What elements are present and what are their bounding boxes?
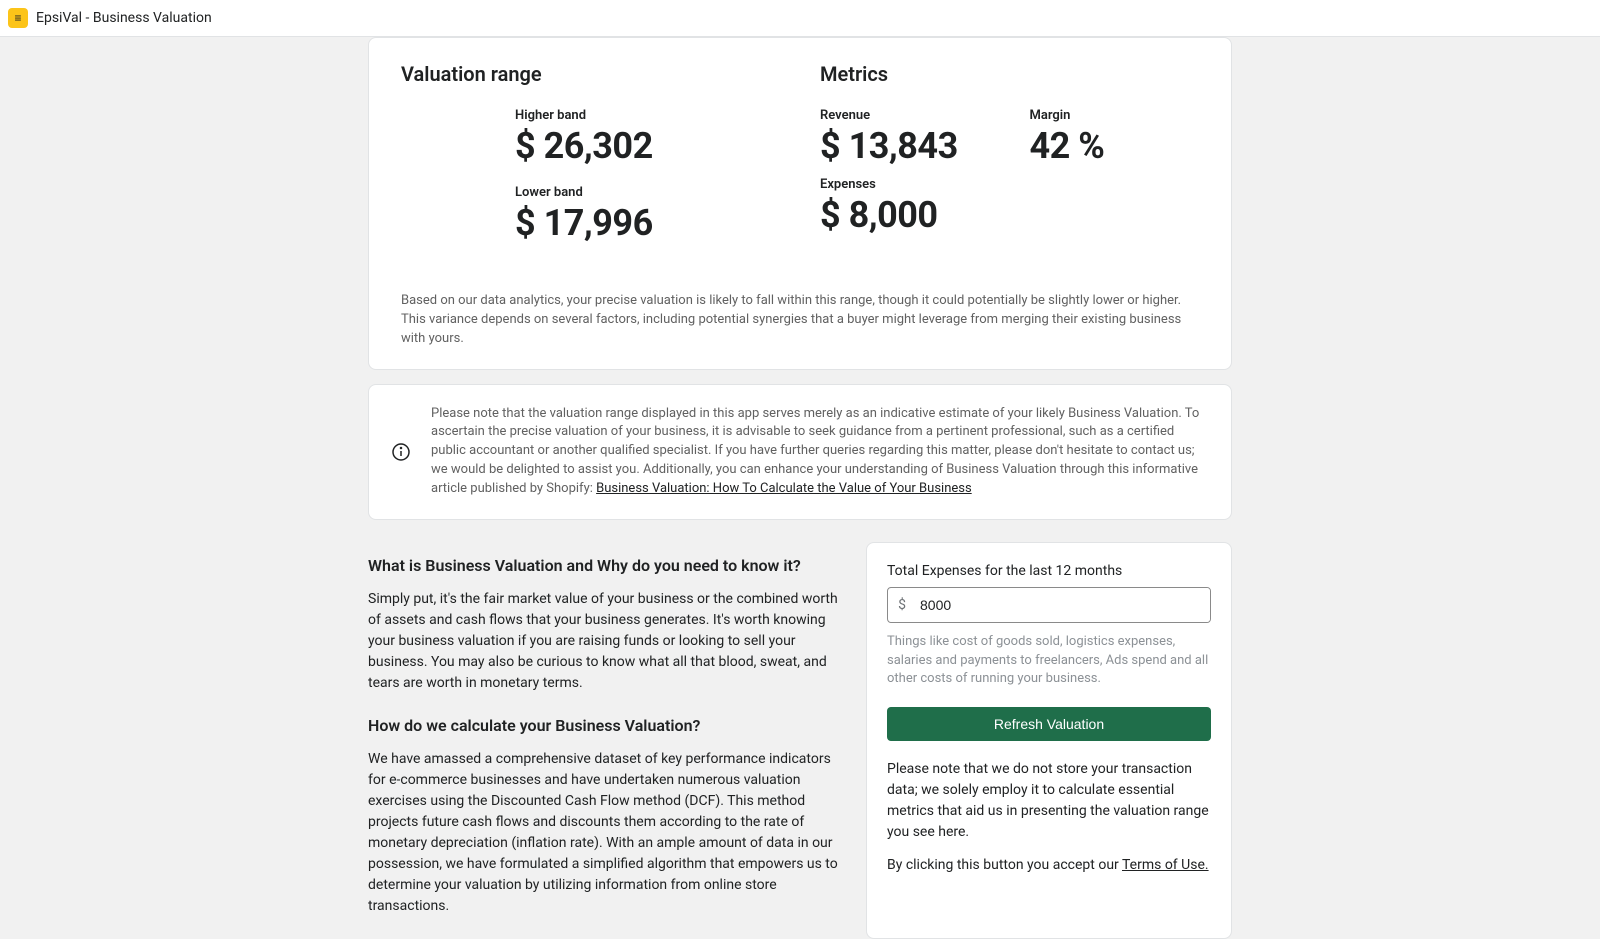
main-content: Valuation range Higher band $ 26,302 Low…	[0, 37, 1600, 939]
refresh-valuation-button[interactable]: Refresh Valuation	[887, 707, 1211, 741]
metrics-heading: Metrics	[820, 62, 1199, 86]
valuation-disclaimer: Based on our data analytics, your precis…	[401, 292, 1199, 349]
explain-column: What is Business Valuation and Why do yo…	[368, 542, 846, 939]
top-bar: ≡ EpsiVal - Business Valuation	[0, 0, 1600, 37]
info-text: Please note that the valuation range dis…	[431, 405, 1209, 499]
expenses-form-card: Total Expenses for the last 12 months $ …	[866, 542, 1232, 939]
revenue-label: Revenue	[820, 108, 990, 123]
lower-band-block: Lower band $ 17,996	[515, 185, 780, 244]
info-link[interactable]: Business Valuation: How To Calculate the…	[596, 481, 972, 496]
margin-label: Margin	[1030, 108, 1200, 123]
privacy-note: Please note that we do not store your tr…	[887, 759, 1211, 843]
valuation-heading: Valuation range	[401, 62, 780, 86]
terms-prefix: By clicking this button you accept our	[887, 857, 1122, 873]
lower-section: What is Business Valuation and Why do yo…	[368, 542, 1232, 939]
explain-q1: What is Business Valuation and Why do yo…	[368, 556, 846, 575]
higher-band-value: $ 26,302	[515, 125, 780, 167]
expenses-block: Expenses $ 8,000	[820, 177, 990, 236]
explain-a2: We have amassed a comprehensive dataset …	[368, 749, 846, 917]
expenses-input[interactable]	[916, 588, 1210, 622]
currency-prefix: $	[888, 588, 916, 622]
expenses-input-wrap: $	[887, 587, 1211, 623]
terms-link[interactable]: Terms of Use.	[1122, 857, 1209, 873]
explain-a1: Simply put, it's the fair market value o…	[368, 589, 846, 694]
valuation-range-section: Valuation range Higher band $ 26,302 Low…	[401, 62, 780, 262]
higher-band-label: Higher band	[515, 108, 780, 123]
terms-text: By clicking this button you accept our T…	[887, 857, 1211, 873]
higher-band-block: Higher band $ 26,302	[515, 108, 780, 167]
expenses-value: $ 8,000	[820, 194, 990, 236]
info-icon	[391, 442, 411, 462]
expenses-label: Expenses	[820, 177, 990, 192]
explain-q2: How do we calculate your Business Valuat…	[368, 716, 846, 735]
margin-value: 42 %	[1030, 125, 1200, 167]
revenue-block: Revenue $ 13,843	[820, 108, 990, 167]
app-logo-icon: ≡	[8, 8, 28, 28]
app-title: EpsiVal - Business Valuation	[36, 10, 212, 26]
valuation-card: Valuation range Higher band $ 26,302 Low…	[368, 37, 1232, 370]
metrics-section: Metrics Revenue $ 13,843 Expenses $ 8,00…	[820, 62, 1199, 262]
margin-block: Margin 42 %	[1030, 108, 1200, 167]
lower-band-label: Lower band	[515, 185, 780, 200]
info-card: Please note that the valuation range dis…	[368, 384, 1232, 520]
expenses-input-label: Total Expenses for the last 12 months	[887, 563, 1211, 579]
expenses-help-text: Things like cost of goods sold, logistic…	[887, 633, 1211, 690]
lower-band-value: $ 17,996	[515, 202, 780, 244]
revenue-value: $ 13,843	[820, 125, 990, 167]
